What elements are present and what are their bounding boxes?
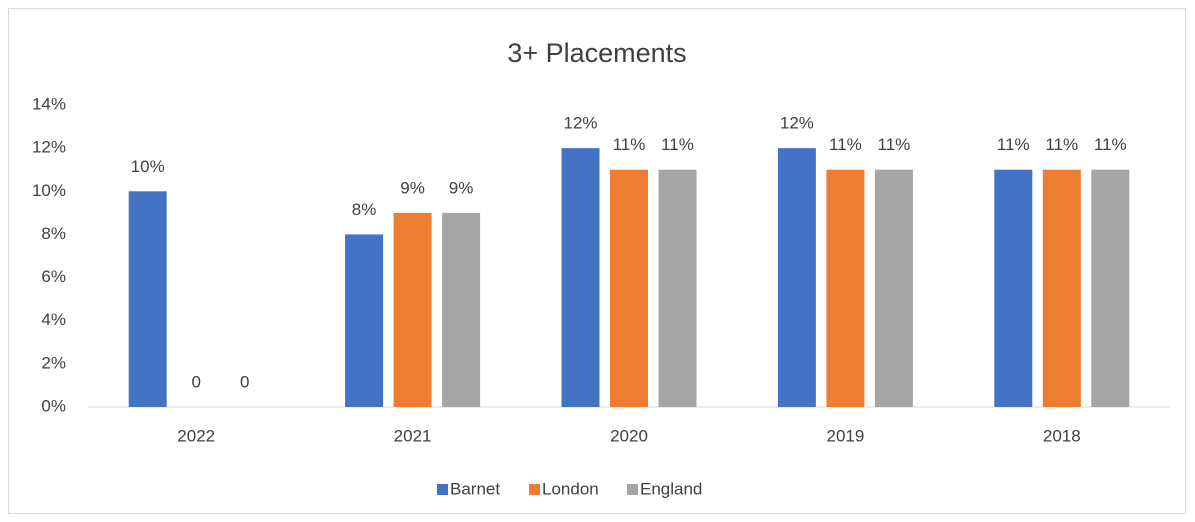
legend-label: England — [640, 479, 702, 498]
data-label: 0 — [191, 372, 200, 391]
legend-swatch — [529, 484, 540, 495]
data-label: 11% — [613, 135, 646, 154]
bar — [777, 148, 816, 407]
bar — [561, 148, 600, 407]
y-tick-label: 4% — [41, 310, 66, 329]
y-tick-label: 8% — [41, 224, 66, 243]
bar — [1091, 169, 1130, 407]
data-label: 12% — [563, 114, 597, 133]
y-tick-label: 12% — [32, 138, 66, 157]
data-label: 11% — [829, 135, 862, 154]
bar — [442, 212, 481, 407]
bar — [610, 169, 648, 407]
bar — [826, 169, 865, 407]
legend-label: Barnet — [450, 479, 500, 498]
data-label: 9% — [449, 178, 474, 197]
data-label: 10% — [131, 157, 165, 176]
data-label: 11% — [1045, 135, 1078, 154]
data-label: 9% — [400, 178, 425, 197]
y-tick-label: 0% — [41, 396, 66, 415]
data-label: 0 — [240, 372, 249, 391]
x-tick-label: 2020 — [610, 426, 648, 445]
data-label: 11% — [878, 135, 911, 154]
data-label: 12% — [780, 114, 814, 133]
y-tick-label: 6% — [41, 267, 66, 286]
y-tick-label: 10% — [32, 181, 66, 200]
data-label: 11% — [997, 135, 1030, 154]
y-tick-label: 14% — [32, 94, 66, 113]
bar — [658, 169, 697, 407]
legend-swatch — [437, 484, 448, 495]
x-tick-label: 2022 — [177, 426, 215, 445]
bar — [874, 169, 913, 407]
data-label: 8% — [352, 200, 377, 219]
chart-title: 3+ Placements — [507, 38, 686, 68]
x-tick-label: 2019 — [826, 426, 864, 445]
data-label: 11% — [1094, 135, 1127, 154]
bar — [128, 191, 167, 407]
y-tick-label: 2% — [41, 353, 66, 372]
legend-label: London — [542, 479, 599, 498]
bar — [994, 169, 1033, 407]
bar — [393, 212, 432, 407]
x-tick-label: 2021 — [394, 426, 432, 445]
legend-swatch — [627, 484, 638, 495]
bar — [1042, 169, 1081, 407]
x-tick-label: 2018 — [1043, 426, 1081, 445]
data-label: 11% — [661, 135, 694, 154]
bar — [345, 234, 384, 407]
